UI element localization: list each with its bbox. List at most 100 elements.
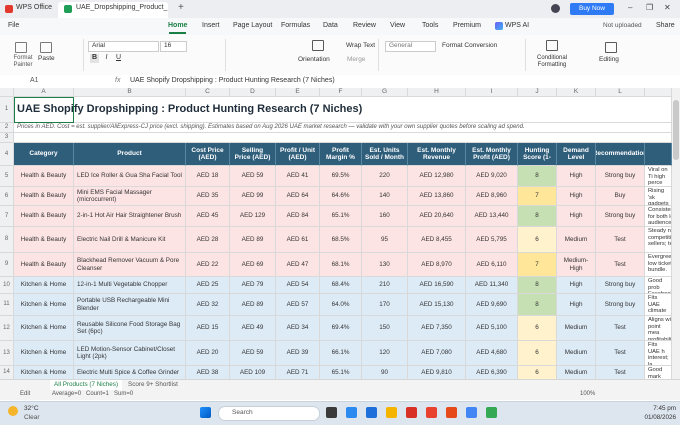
data-cell[interactable]: 210 xyxy=(362,277,408,294)
data-cell[interactable]: AED 6,390 xyxy=(466,366,518,379)
data-cell[interactable]: High xyxy=(557,166,596,187)
data-cell[interactable]: 6 xyxy=(518,341,557,366)
data-cell[interactable]: Test xyxy=(596,341,645,366)
note-cell[interactable]: Steady ni competitio sellers; te xyxy=(645,227,672,253)
data-cell[interactable]: 2-in-1 Hot Air Hair Straightener Brush xyxy=(74,206,186,227)
data-cell[interactable]: AED 99 xyxy=(230,187,276,206)
note-cell[interactable]: Evergreen low ticket bundle. xyxy=(645,253,672,277)
data-cell[interactable]: AED 7,350 xyxy=(408,316,466,341)
column-header[interactable]: C xyxy=(186,88,230,97)
data-cell[interactable]: 8 xyxy=(518,166,557,187)
data-cell[interactable]: 66.1% xyxy=(320,341,362,366)
ribbon-orientation[interactable]: Orientation xyxy=(298,56,330,63)
row-header[interactable]: 4 xyxy=(0,143,14,166)
row-header[interactable]: 10 xyxy=(0,277,14,294)
taskbar-app[interactable] xyxy=(486,407,497,418)
row-header[interactable]: 2 xyxy=(0,123,14,133)
data-cell[interactable]: Health & Beauty xyxy=(14,166,74,187)
data-cell[interactable]: AED 89 xyxy=(230,227,276,253)
name-box[interactable]: A1 xyxy=(30,77,39,84)
data-cell[interactable]: Test xyxy=(596,316,645,341)
data-cell[interactable]: LED Ice Roller & Gua Sha Facial Tool xyxy=(74,166,186,187)
data-cell[interactable]: Kitchen & Home xyxy=(14,277,74,294)
data-cell[interactable]: Health & Beauty xyxy=(14,206,74,227)
menu-tab[interactable]: View xyxy=(390,22,406,29)
data-cell[interactable]: AED 15 xyxy=(186,316,230,341)
data-cell[interactable]: AED 18 xyxy=(186,166,230,187)
ribbon-font-size[interactable]: 16 xyxy=(160,41,187,52)
data-cell[interactable]: Buy xyxy=(596,187,645,206)
menu-tab[interactable]: Home xyxy=(168,22,188,29)
window-control[interactable]: – xyxy=(628,3,633,12)
data-cell[interactable]: AED 71 xyxy=(276,366,320,379)
row-header[interactable]: 14 xyxy=(0,366,14,379)
data-cell[interactable]: Mini EMS Facial Massager (microcurrent) xyxy=(74,187,186,206)
data-cell[interactable]: AED 61 xyxy=(276,227,320,253)
taskbar-app[interactable] xyxy=(366,407,377,418)
data-cell[interactable]: AED 39 xyxy=(276,341,320,366)
data-cell[interactable]: AED 35 xyxy=(186,187,230,206)
data-cell[interactable]: 220 xyxy=(362,166,408,187)
data-cell[interactable]: Medium xyxy=(557,316,596,341)
column-header[interactable]: H xyxy=(408,88,466,97)
data-cell[interactable]: 69.4% xyxy=(320,316,362,341)
format-button[interactable]: I xyxy=(105,54,108,61)
data-cell[interactable]: AED 15,130 xyxy=(408,294,466,316)
data-cell[interactable]: AED 84 xyxy=(276,206,320,227)
data-cell[interactable]: 64.6% xyxy=(320,187,362,206)
data-cell[interactable]: Portable USB Rechargeable Mini Blender xyxy=(74,294,186,316)
taskbar-app[interactable] xyxy=(386,407,397,418)
ribbon-paste[interactable]: Paste xyxy=(38,55,55,62)
share-button[interactable]: Share xyxy=(656,22,675,29)
data-cell[interactable]: Kitchen & Home xyxy=(14,294,74,316)
data-cell[interactable]: 150 xyxy=(362,316,408,341)
ribbon-format-conversion[interactable]: Format Conversion xyxy=(442,42,498,49)
row-header[interactable]: 3 xyxy=(0,133,14,143)
data-cell[interactable]: 140 xyxy=(362,187,408,206)
note-cell[interactable]: Rising 'sk gadgets xyxy=(645,187,672,206)
data-cell[interactable]: AED 69 xyxy=(230,253,276,277)
data-cell[interactable]: AED 32 xyxy=(186,294,230,316)
taskbar-app[interactable] xyxy=(326,407,337,418)
row-header[interactable]: 7 xyxy=(0,206,14,227)
data-cell[interactable]: AED 11,340 xyxy=(466,277,518,294)
data-cell[interactable]: 130 xyxy=(362,253,408,277)
menu-tab[interactable]: Page Layout xyxy=(233,22,273,29)
data-cell[interactable]: AED 9,810 xyxy=(408,366,466,379)
data-cell[interactable]: AED 4,680 xyxy=(466,341,518,366)
data-cell[interactable]: AED 47 xyxy=(276,253,320,277)
data-cell[interactable]: Medium xyxy=(557,366,596,379)
data-cell[interactable]: Kitchen & Home xyxy=(14,341,74,366)
note-cell[interactable]: Fits UAE h interest; la packs. xyxy=(645,341,672,366)
column-header[interactable]: I xyxy=(466,88,518,97)
ribbon-conditional-formatting[interactable]: Conditional Formatting xyxy=(536,55,568,69)
data-cell[interactable]: 90 xyxy=(362,366,408,379)
data-cell[interactable]: Test xyxy=(596,227,645,253)
taskbar-app[interactable] xyxy=(466,407,477,418)
data-cell[interactable]: AED 9,020 xyxy=(466,166,518,187)
taskbar-app[interactable] xyxy=(426,407,437,418)
note-cell[interactable]: Consistent for both lo audience. xyxy=(645,206,672,227)
column-header[interactable]: D xyxy=(230,88,276,97)
data-cell[interactable]: Health & Beauty xyxy=(14,227,74,253)
search-box[interactable] xyxy=(218,406,320,421)
menu-tab[interactable]: WPS AI xyxy=(505,22,530,29)
data-cell[interactable]: Medium xyxy=(557,227,596,253)
data-cell[interactable]: Electric Multi Spice & Coffee Grinder xyxy=(74,366,186,379)
data-cell[interactable]: Kitchen & Home xyxy=(14,366,74,379)
data-cell[interactable]: AED 38 xyxy=(186,366,230,379)
data-cell[interactable]: AED 8,960 xyxy=(466,187,518,206)
data-cell[interactable]: AED 54 xyxy=(276,277,320,294)
data-cell[interactable]: 69.5% xyxy=(320,166,362,187)
data-cell[interactable]: High xyxy=(557,206,596,227)
window-control[interactable]: ❐ xyxy=(646,3,654,12)
data-cell[interactable]: 6 xyxy=(518,316,557,341)
formula-content[interactable]: UAE Shopify Dropshipping : Product Hunti… xyxy=(130,77,335,84)
data-cell[interactable]: Strong buy xyxy=(596,166,645,187)
buy-now[interactable]: Buy Now xyxy=(570,3,614,15)
data-cell[interactable]: AED 45 xyxy=(186,206,230,227)
ribbon-wrap-text[interactable]: Wrap Text xyxy=(346,42,376,49)
row-header[interactable]: 1 xyxy=(0,97,14,123)
row-header[interactable]: 8 xyxy=(0,227,14,253)
data-cell[interactable]: 68.5% xyxy=(320,227,362,253)
